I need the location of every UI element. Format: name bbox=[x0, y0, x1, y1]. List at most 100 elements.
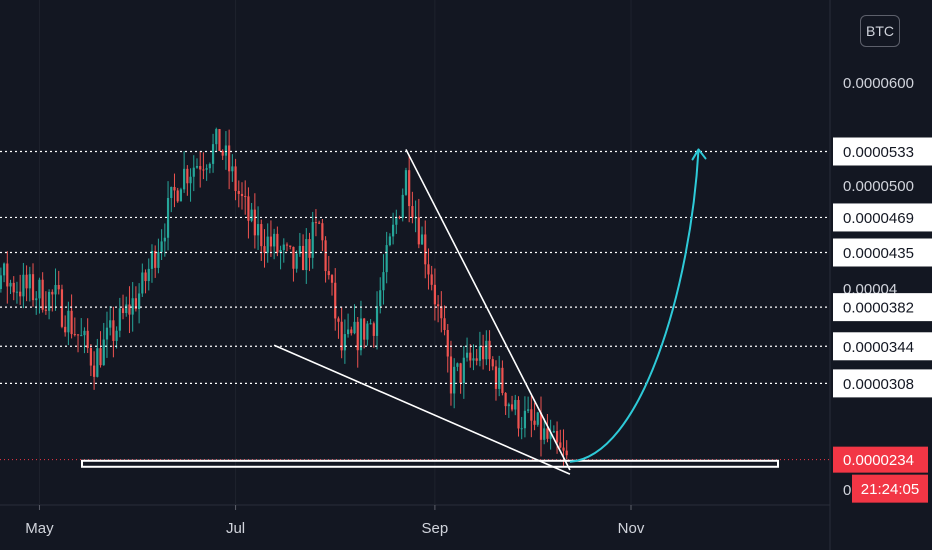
candle bbox=[28, 266, 31, 302]
candle bbox=[15, 281, 19, 304]
candle bbox=[31, 263, 35, 307]
candle bbox=[150, 244, 154, 283]
candle bbox=[234, 158, 237, 201]
wedge-lower-line bbox=[273, 344, 571, 475]
candle bbox=[343, 319, 346, 364]
candle bbox=[128, 286, 131, 334]
candle bbox=[115, 326, 118, 349]
candle bbox=[70, 294, 73, 339]
candle bbox=[60, 284, 64, 329]
candle bbox=[375, 291, 379, 350]
candle bbox=[202, 152, 205, 180]
candle bbox=[89, 344, 92, 377]
candle bbox=[363, 317, 366, 349]
candle bbox=[350, 326, 353, 336]
candle bbox=[160, 229, 163, 261]
candle bbox=[321, 219, 324, 252]
candle bbox=[514, 394, 517, 416]
candle bbox=[179, 187, 183, 202]
candle bbox=[93, 351, 96, 390]
x-tick-label: Jul bbox=[226, 520, 245, 537]
candle bbox=[504, 392, 507, 415]
candle bbox=[250, 202, 253, 223]
candle bbox=[482, 334, 485, 370]
y-tick-label: 0.0000600 bbox=[843, 75, 914, 92]
candle bbox=[244, 180, 247, 215]
candle bbox=[334, 268, 337, 331]
level-label: 0.0000469 bbox=[843, 210, 914, 227]
candle bbox=[318, 220, 321, 225]
candle bbox=[83, 327, 86, 354]
candle bbox=[440, 291, 443, 333]
candle bbox=[221, 149, 224, 160]
candle bbox=[170, 186, 173, 213]
candle bbox=[311, 211, 314, 269]
candle bbox=[462, 346, 465, 399]
candle bbox=[73, 317, 76, 337]
candle bbox=[443, 305, 446, 336]
level-label-box bbox=[833, 369, 932, 398]
candle bbox=[385, 231, 388, 284]
candle bbox=[64, 315, 67, 337]
candle bbox=[437, 295, 440, 323]
candle bbox=[195, 158, 199, 169]
candle bbox=[118, 297, 121, 338]
x-tick-label: Sep bbox=[422, 520, 449, 537]
candle bbox=[105, 311, 109, 358]
candle bbox=[199, 151, 202, 188]
candle bbox=[456, 362, 459, 372]
countdown-label: 21:24:05 bbox=[861, 481, 919, 498]
candle bbox=[453, 358, 456, 409]
candle bbox=[38, 277, 41, 314]
candle bbox=[54, 268, 57, 311]
candle bbox=[173, 173, 176, 208]
candle bbox=[51, 289, 54, 312]
candle bbox=[491, 356, 494, 371]
countdown-tag bbox=[852, 474, 928, 503]
candle bbox=[176, 187, 179, 203]
candle bbox=[102, 322, 105, 366]
candle bbox=[372, 321, 375, 348]
x-tick-label: May bbox=[25, 520, 54, 537]
candle bbox=[340, 306, 343, 359]
candle bbox=[301, 234, 305, 271]
candle bbox=[308, 232, 311, 272]
candle bbox=[279, 245, 282, 270]
candle bbox=[80, 318, 83, 337]
candle bbox=[449, 340, 453, 406]
candle bbox=[189, 168, 192, 202]
candle bbox=[485, 330, 488, 366]
candle bbox=[131, 282, 134, 332]
candle bbox=[478, 331, 482, 367]
candle bbox=[211, 133, 215, 173]
candle bbox=[395, 209, 398, 234]
candle bbox=[218, 128, 221, 152]
candle bbox=[411, 191, 414, 224]
candle bbox=[469, 344, 472, 368]
candle bbox=[382, 254, 385, 305]
currency-badge[interactable]: BTC bbox=[860, 15, 900, 47]
candle bbox=[565, 440, 568, 460]
candle bbox=[549, 419, 552, 450]
candle bbox=[19, 274, 22, 305]
candle bbox=[327, 255, 330, 280]
level-label: 0.0000533 bbox=[843, 144, 914, 161]
candle bbox=[510, 395, 514, 412]
candle bbox=[237, 180, 240, 208]
candle bbox=[266, 223, 269, 263]
candle bbox=[154, 245, 157, 278]
last-price-label: 0.0000234 bbox=[843, 452, 914, 469]
price-axis: 0.00006000.00005000.0000400.00005330.000… bbox=[833, 75, 932, 503]
y-tick-label-partial: 0.0000500 bbox=[843, 178, 914, 195]
candle bbox=[256, 206, 260, 250]
candle bbox=[559, 429, 562, 449]
candle bbox=[404, 167, 408, 196]
candle bbox=[555, 421, 559, 454]
candle bbox=[517, 396, 520, 437]
candle bbox=[205, 164, 208, 181]
candle bbox=[99, 331, 102, 368]
level-label-box bbox=[833, 293, 932, 322]
level-label-box bbox=[833, 238, 932, 267]
candle bbox=[330, 274, 334, 296]
